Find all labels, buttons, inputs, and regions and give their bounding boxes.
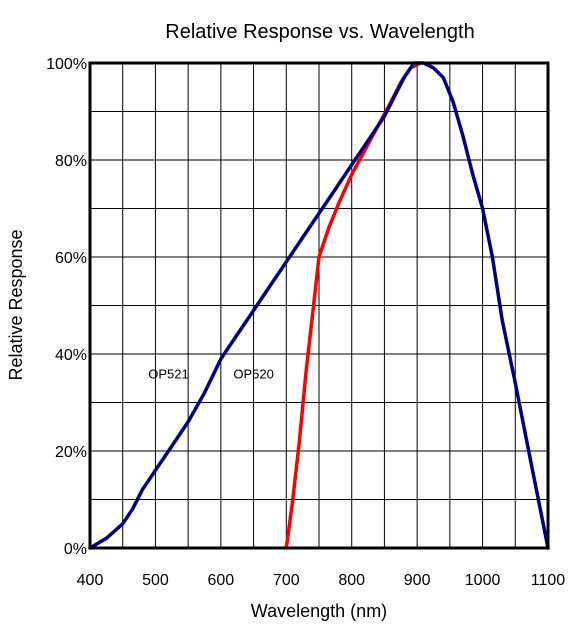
x-tick-label: 600	[208, 572, 235, 589]
y-tick-label: 0%	[64, 541, 87, 558]
y-tick-label: 40%	[55, 347, 87, 364]
annotations: OP521 OP520	[148, 366, 274, 381]
y-tick-label: 20%	[55, 444, 87, 461]
x-tick-label: 1100	[531, 572, 566, 589]
chart-title: Relative Response vs. Wavelength	[165, 21, 474, 43]
y-axis-label: Relative Response	[6, 229, 26, 380]
plot-frame	[88, 61, 550, 550]
x-tick-label: 500	[142, 572, 169, 589]
series-annotation: OP520	[233, 366, 273, 381]
x-tick-labels: 400 500 600 700 800 900 1000 1100	[77, 572, 566, 589]
y-tick-label: 100%	[46, 56, 87, 73]
y-tick-label: 60%	[55, 250, 87, 267]
grid	[90, 63, 548, 548]
series-layer	[88, 61, 550, 550]
x-tick-label: 400	[77, 572, 104, 589]
y-tick-labels: 0% 20% 40% 60% 80% 100%	[46, 56, 87, 558]
x-tick-label: 800	[338, 572, 365, 589]
series-line-op521	[88, 61, 550, 550]
x-axis-label: Wavelength (nm)	[251, 601, 387, 621]
series-annotation: OP521	[148, 366, 188, 381]
x-tick-label: 1000	[465, 572, 501, 589]
x-tick-label: 700	[273, 572, 300, 589]
y-tick-label: 80%	[55, 153, 87, 170]
x-tick-label: 900	[404, 572, 431, 589]
